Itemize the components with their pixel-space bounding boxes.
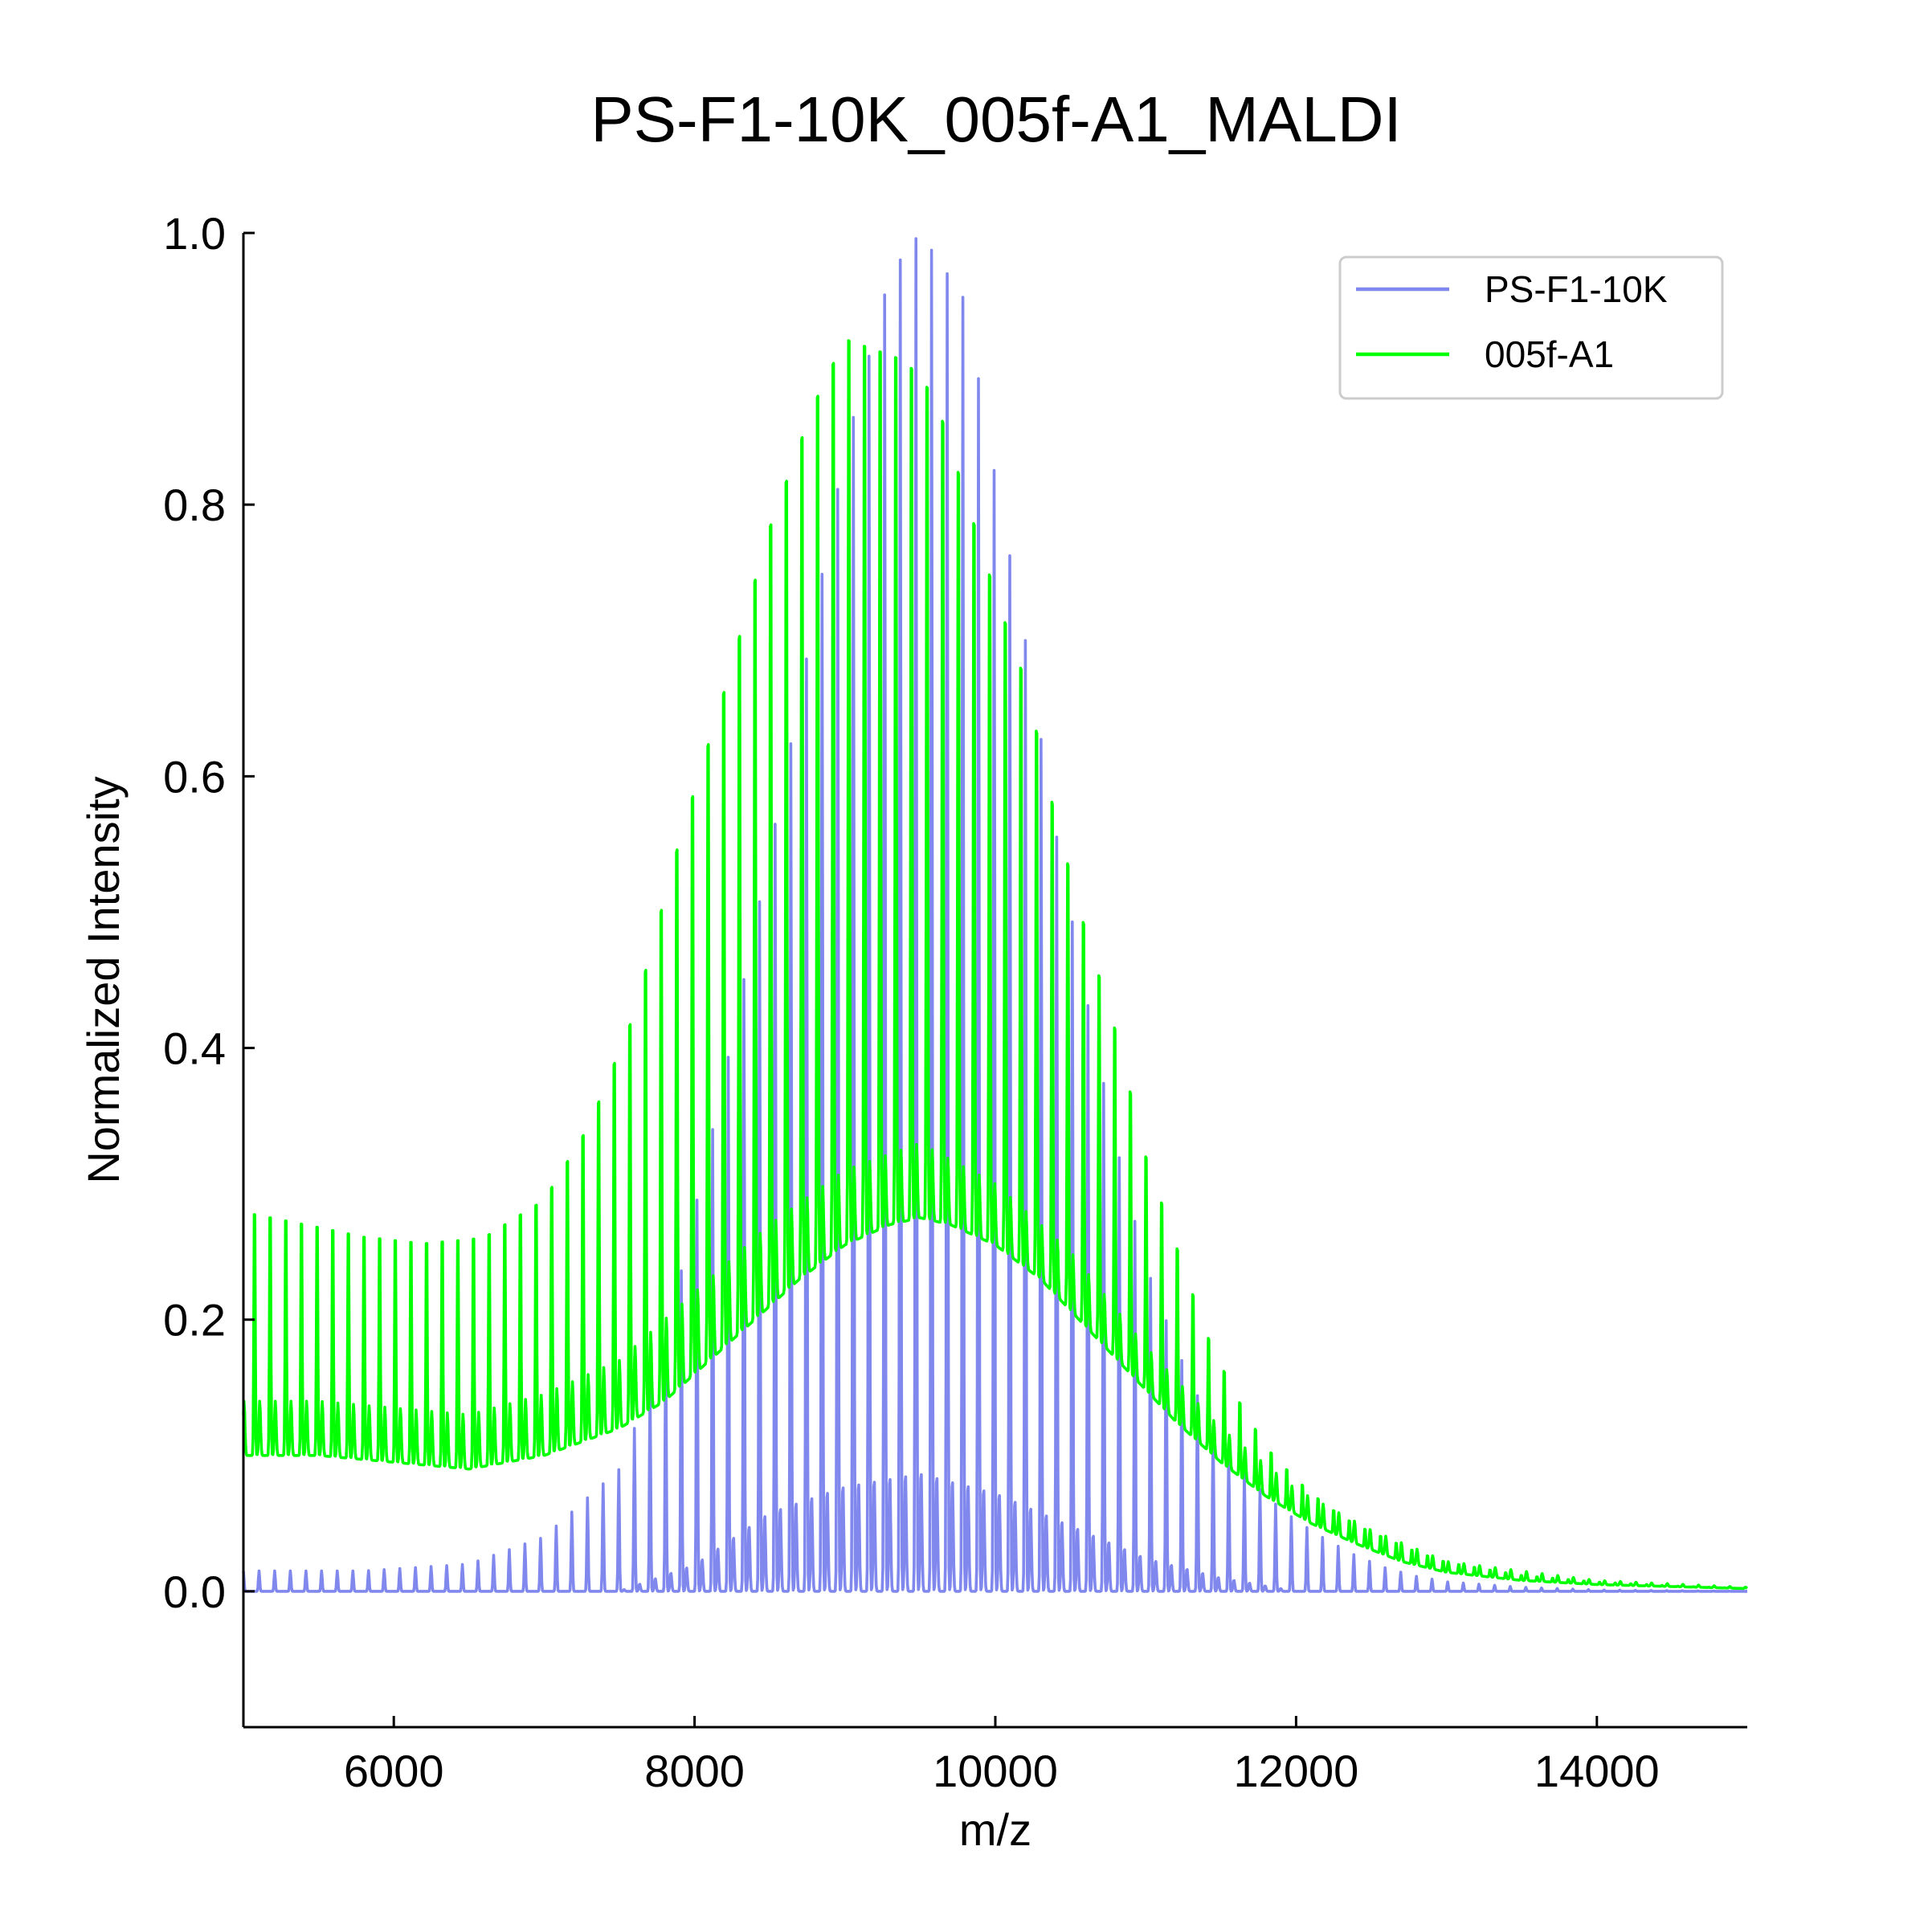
- legend-frame: [1338, 255, 1724, 400]
- y-tick-label: 0.8: [163, 480, 226, 530]
- y-tick-label: 0.2: [163, 1295, 226, 1346]
- legend-label-ps-f1-10k: PS-F1-10K: [1485, 268, 1668, 310]
- x-tick-label: 14000: [1534, 1746, 1660, 1796]
- plot-area: [242, 237, 1749, 1593]
- series-line-ps-f1-10k: [242, 237, 1749, 1593]
- series-line-005f-a1: [242, 339, 1749, 1591]
- x-tick-label: 8000: [644, 1746, 745, 1796]
- legend: PS-F1-10K 005f-A1: [1338, 255, 1724, 400]
- y-tick-label: 0.4: [163, 1023, 226, 1074]
- y-tick-label: 1.0: [163, 208, 226, 259]
- y-axis-ticks: 0.0 0.2 0.4 0.6 0.8 1.0: [163, 208, 255, 1617]
- x-axis-ticks: 6000 8000 10000 12000 14000: [344, 1716, 1660, 1796]
- x-tick-label: 10000: [933, 1746, 1058, 1796]
- y-tick-label: 0.0: [163, 1566, 226, 1617]
- y-tick-label: 0.6: [163, 751, 226, 802]
- y-axis-label: Normalized Intensity: [78, 776, 129, 1183]
- chart-title: PS-F1-10K_005f-A1_MALDI: [590, 84, 1401, 155]
- x-tick-label: 12000: [1234, 1746, 1359, 1796]
- x-axis-label: m/z: [959, 1804, 1031, 1855]
- x-tick-label: 6000: [344, 1746, 444, 1796]
- legend-label-005f-a1: 005f-A1: [1485, 333, 1614, 375]
